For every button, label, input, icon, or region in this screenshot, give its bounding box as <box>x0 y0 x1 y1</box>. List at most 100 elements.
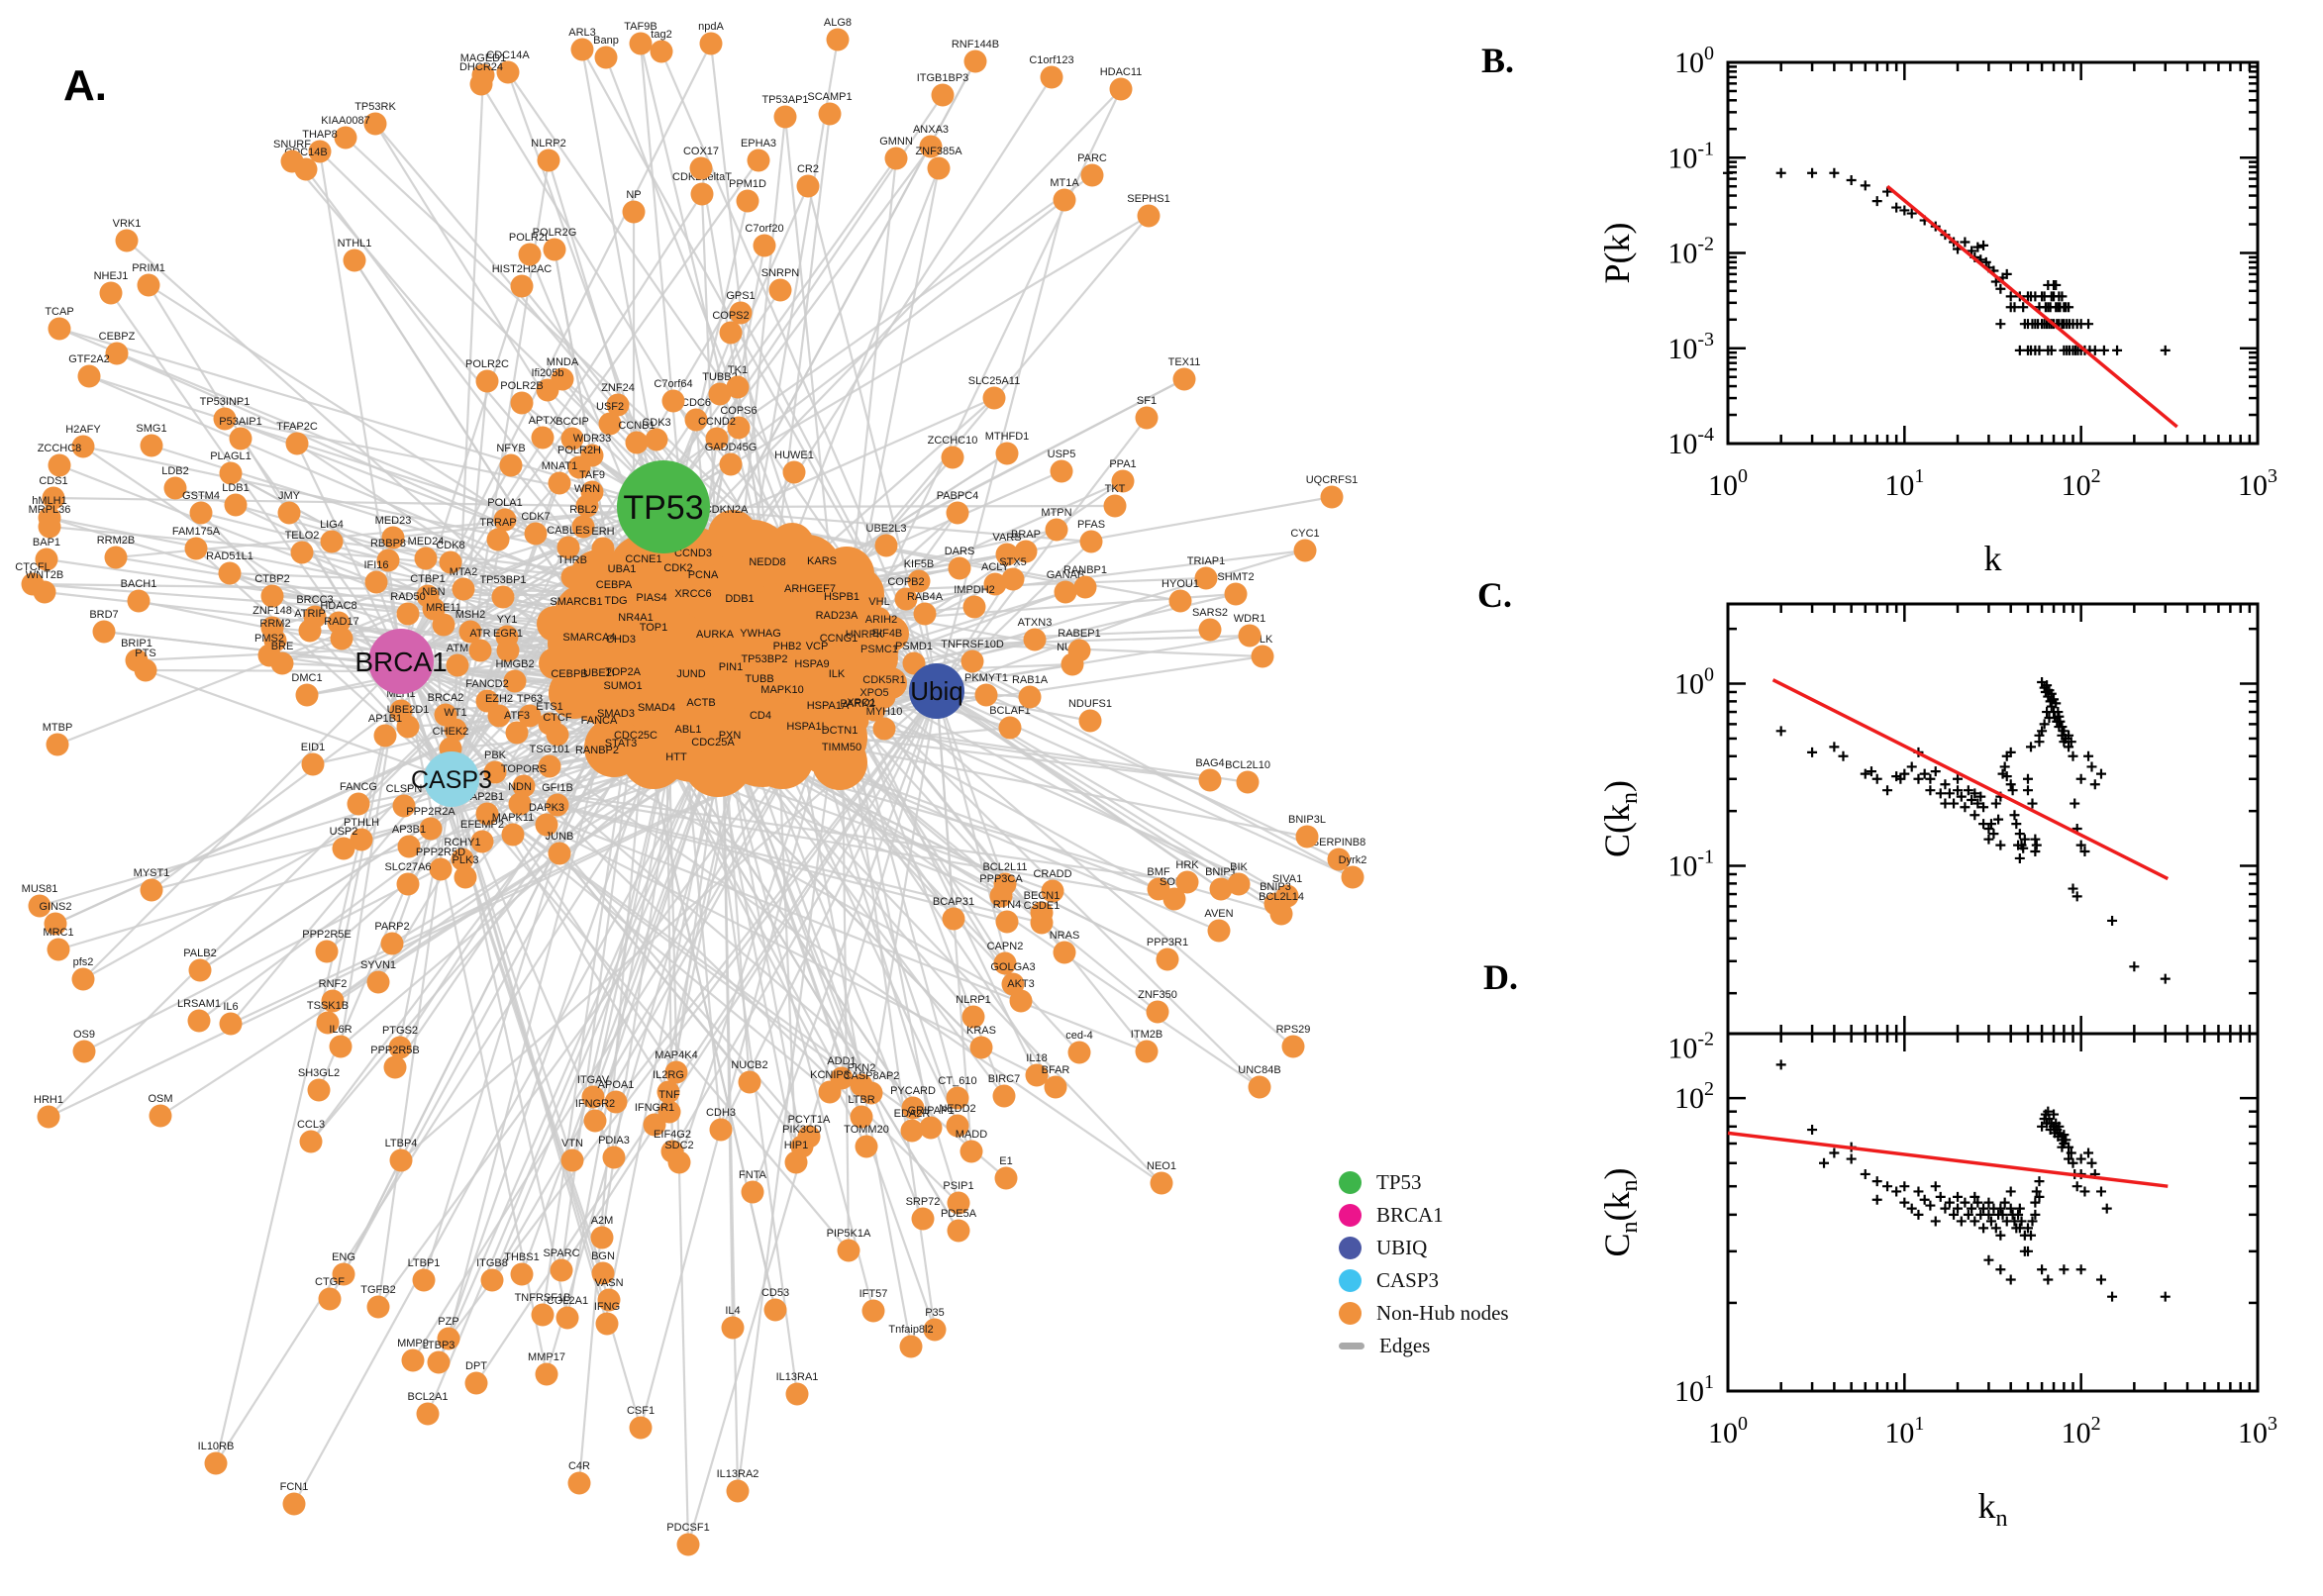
network-node-label: PRIM1 <box>132 262 165 274</box>
network-node <box>301 752 325 776</box>
network-node-label: MAGED1 <box>460 52 506 64</box>
network-node <box>995 543 1019 566</box>
network-node-label: NRAS <box>1050 930 1080 942</box>
network-node-label: FANCG <box>340 781 377 793</box>
network-node <box>316 1011 340 1035</box>
network-node-label: NFYB <box>496 443 525 454</box>
network-node <box>104 546 128 569</box>
network-node <box>470 830 494 853</box>
network-node <box>452 577 475 601</box>
network-node <box>299 1130 323 1153</box>
data-point <box>1978 1203 1989 1214</box>
data-point <box>1960 237 1970 248</box>
data-point <box>2007 785 2018 796</box>
data-point <box>1807 167 1818 178</box>
network-node-label: AP3B1 <box>392 824 426 836</box>
network-node-label: IFI16 <box>363 559 388 571</box>
data-point <box>1993 814 2004 825</box>
network-node <box>308 140 332 163</box>
network-node-label: DARS <box>945 546 975 557</box>
network-node-label: PSMC1 <box>860 644 898 655</box>
edge <box>400 193 703 662</box>
data-point <box>2095 768 2106 779</box>
data-point <box>1829 742 1840 752</box>
network-node-label: LIG4 <box>320 519 344 531</box>
data-point <box>2027 798 2038 809</box>
network-node <box>726 375 750 399</box>
network-node <box>645 428 668 451</box>
data-point <box>2042 680 2053 691</box>
network-node-label: RTN4 <box>993 899 1022 911</box>
network-node-label: GOLGA3 <box>990 961 1035 973</box>
core-node-label: RANBP2 <box>575 745 619 756</box>
network-node-label: HDAC11 <box>1100 66 1143 78</box>
core-node-label: MAPK10 <box>760 684 803 696</box>
network-node <box>334 126 357 150</box>
network-node-label: MTA2 <box>450 566 478 578</box>
panel-label-b: B. <box>1481 41 1515 80</box>
data-point <box>1899 768 1910 779</box>
edge <box>662 504 1116 509</box>
network-node <box>1135 1040 1159 1063</box>
network-node-label: RBBP8 <box>370 538 406 549</box>
network-node <box>911 1207 935 1231</box>
network-node-label: YY1 <box>497 614 518 626</box>
network-node-label: BMF <box>1147 866 1170 878</box>
network-node <box>1168 589 1192 613</box>
network-node-label: JUNB <box>546 831 574 843</box>
network-node <box>282 1492 306 1516</box>
data-point <box>1871 1194 1882 1205</box>
network-node-label: CDKN2A <box>704 504 749 516</box>
data-point <box>2037 1121 2048 1132</box>
data-point <box>1882 785 1893 796</box>
network-node-label: IL13RA2 <box>717 1468 759 1480</box>
network-node <box>429 857 453 881</box>
network-node <box>343 249 366 272</box>
data-point <box>1995 283 2006 294</box>
data-point <box>1956 1216 1967 1227</box>
edge <box>451 778 932 1129</box>
network-node-label: PTHLH <box>344 817 379 829</box>
network-node-label: CCNB1 <box>618 420 655 432</box>
network-node-label: MT1A <box>1050 177 1079 189</box>
data-point <box>1995 1203 2006 1214</box>
network-node <box>376 549 400 572</box>
network-node-label: Ifi205b <box>531 367 563 379</box>
legend-circle-swatch <box>1339 1237 1362 1259</box>
network-node <box>913 602 937 626</box>
network-node-label: MAP4K4 <box>655 1049 697 1061</box>
network-node-label: ITGAV <box>577 1074 610 1086</box>
network-node <box>427 1350 451 1374</box>
data-point <box>1899 205 1910 216</box>
network-node-label: IFNGR2 <box>575 1098 615 1110</box>
data-point <box>1895 773 1906 784</box>
network-node <box>188 958 212 982</box>
data-point <box>2016 1216 2027 1227</box>
network-node <box>560 427 584 450</box>
network-node <box>859 1081 883 1105</box>
network-node-label: ATF3 <box>504 710 530 722</box>
network-node-label: BCL2L14 <box>1259 891 1304 903</box>
tick-label: 101 <box>1884 1413 1924 1449</box>
network-node <box>604 1090 628 1114</box>
network-node <box>597 1288 621 1312</box>
network-node <box>366 1295 390 1319</box>
network-node-label: APTX <box>529 415 557 427</box>
network-node <box>184 537 208 560</box>
network-node <box>995 442 1019 465</box>
data-point <box>2051 698 2062 709</box>
data-point <box>1860 180 1870 191</box>
data-point <box>2057 291 2068 302</box>
network-node-label: POLA1 <box>487 497 522 509</box>
network-node-label: BNIP1 <box>1205 866 1237 878</box>
network-node <box>42 486 65 510</box>
data-point <box>1972 1197 1983 1208</box>
network-node <box>499 453 523 477</box>
network-node-label: ZNF148 <box>252 605 292 617</box>
network-node-label: IL18 <box>1026 1052 1047 1064</box>
network-node-label: HIP1 <box>784 1140 808 1151</box>
core-node-label: HTT <box>665 751 687 763</box>
network-node-label: CCL3 <box>297 1119 325 1131</box>
edge <box>560 690 938 1271</box>
